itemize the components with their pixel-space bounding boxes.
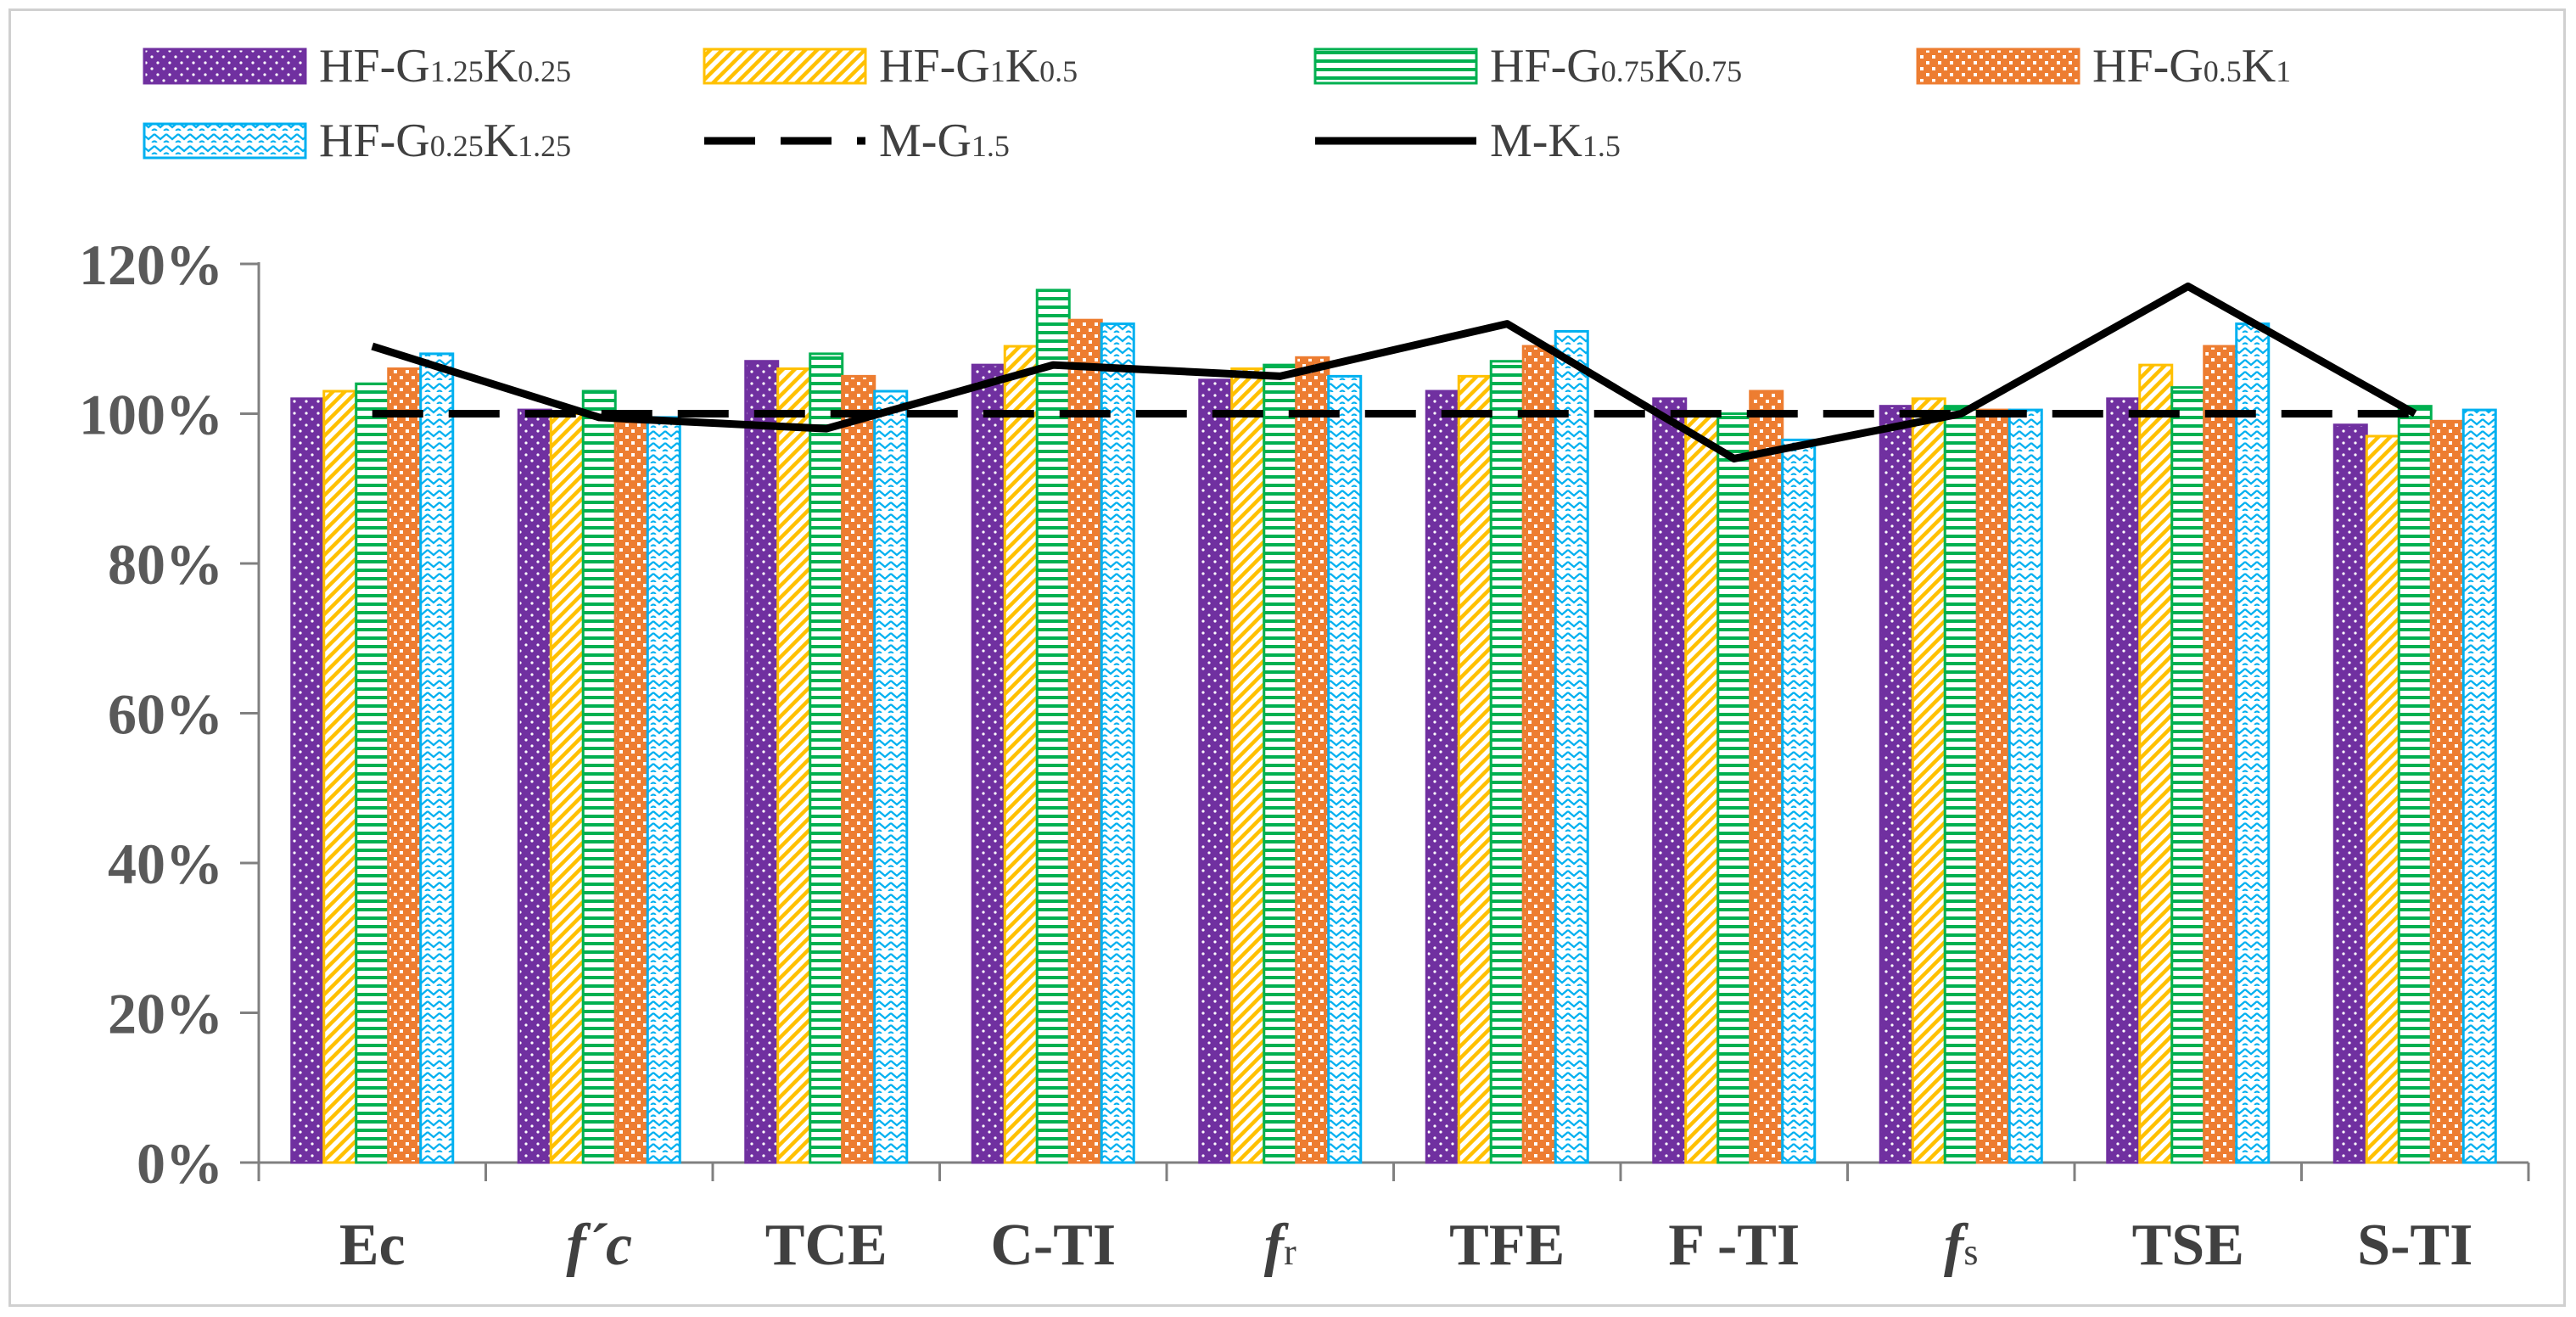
legend-label: HF-G0.75K0.75 <box>1490 40 1742 92</box>
bar-hf-g0-5k1-5 <box>1521 345 1557 1164</box>
bar-hf-g0-25k1-25-3 <box>1100 322 1135 1164</box>
y-tick-label: 0% <box>137 1131 223 1196</box>
bar-hf-g0-25k1-25-5 <box>1554 329 1589 1164</box>
lines <box>371 282 2417 462</box>
legend-label: HF-G1.25K0.25 <box>319 40 571 92</box>
bar-hf-g0-75k0-75-8 <box>2170 386 2206 1164</box>
bar-hf-g0-75k0-75-2 <box>809 352 844 1164</box>
legend-item-hf-g0-75k0-75: HF-G0.75K0.75 <box>1313 40 1742 92</box>
bar-hf-g0-75k0-75-4 <box>1263 363 1298 1164</box>
bar-hf-g0-25k1-25-7 <box>2008 408 2043 1164</box>
bar-hf-g1k0-5-9 <box>2365 434 2400 1164</box>
bar-hf-g1k0-5-4 <box>1230 367 1266 1164</box>
bar-hf-g1k0-5-6 <box>1684 412 1720 1164</box>
legend-label: HF-G0.25K1.25 <box>319 115 571 167</box>
bar-hf-g1-25k0-25-5 <box>1425 389 1460 1164</box>
y-tick-label: 40% <box>108 832 223 896</box>
category-label-tse: TSE <box>2132 1213 2244 1278</box>
legend-item-hf-g1k0-5: HF-G1K0.5 <box>703 40 1078 92</box>
legend-item-m-g1-5: M-G1.5 <box>704 115 1010 167</box>
category-label-tce: TCE <box>765 1213 888 1278</box>
bar-hf-g1k0-5-2 <box>776 367 812 1164</box>
x-axis: Ec f´c TCE C-TI fr TFE F -TI fs TSE S-TI <box>257 1161 2530 1278</box>
legend-swatch <box>1313 48 1478 85</box>
legend-label: HF-G1K0.5 <box>879 40 1078 92</box>
bar-hf-g1-25k0-25-4 <box>1198 378 1234 1164</box>
bar-hf-g1-25k0-25-3 <box>971 363 1006 1164</box>
bar-hf-g0-5k1-7 <box>1975 408 2011 1164</box>
category-label-fr: fr <box>1264 1213 1296 1278</box>
bar-hf-g1k0-5-0 <box>322 389 358 1164</box>
bar-hf-g0-25k1-25-9 <box>2461 408 2497 1164</box>
bar-hf-g0-75k0-75-5 <box>1489 360 1525 1164</box>
category-label-c-ti: C-TI <box>990 1213 1116 1278</box>
bar-hf-g0-5k1-4 <box>1295 356 1330 1164</box>
bar-hf-g1-25k0-25-2 <box>744 360 780 1164</box>
bar-hf-g1-25k0-25-8 <box>2106 397 2142 1164</box>
bar-hf-g0-5k1-0 <box>387 367 423 1164</box>
bar-hf-g0-75k0-75-1 <box>581 389 617 1164</box>
bar-hf-g1k0-5-5 <box>1457 374 1492 1164</box>
legend-label: M-G1.5 <box>879 115 1010 167</box>
bar-hf-g1-25k0-25-6 <box>1652 397 1688 1164</box>
bar-hf-g0-5k1-8 <box>2203 345 2238 1164</box>
y-tick-label: 120% <box>79 233 223 297</box>
bar-hf-g0-5k1-2 <box>841 374 876 1164</box>
bar-hf-g1-25k0-25-1 <box>517 408 552 1164</box>
legend: HF-G1.25K0.25 HF-G1K0.5 HF-G0.75K0.75 HF-G0… <box>143 40 2291 167</box>
category-label-s-ti: S-TI <box>2357 1213 2472 1278</box>
bar-hf-g1k0-5-7 <box>1911 397 1946 1164</box>
bar-hf-g0-5k1-1 <box>613 412 649 1164</box>
bar-hf-g0-25k1-25-2 <box>873 389 909 1164</box>
legend-item-hf-g1-25k0-25: HF-G1.25K0.25 <box>143 40 571 92</box>
bar-hf-g0-25k1-25-8 <box>2235 322 2271 1164</box>
bar-hf-g0-5k1-6 <box>1749 389 1784 1164</box>
legend-label: M-K1.5 <box>1490 115 1621 167</box>
legend-swatch <box>703 48 867 85</box>
bar-hf-g1k0-5-8 <box>2138 363 2174 1164</box>
bar-hf-g0-25k1-25-1 <box>646 416 681 1164</box>
bar-hf-g0-25k1-25-4 <box>1327 374 1363 1164</box>
category-label-ec: Ec <box>339 1213 406 1278</box>
y-tick-label: 80% <box>108 532 223 597</box>
y-tick-label: 100% <box>79 383 223 447</box>
category-label-f-ti: F -TI <box>1668 1213 1800 1278</box>
bar-hf-g0-5k1-3 <box>1067 318 1103 1164</box>
bar-hf-g0-5k1-9 <box>2429 419 2465 1164</box>
bar-hf-g1-25k0-25-9 <box>2332 423 2368 1164</box>
bar-hf-g1k0-5-1 <box>549 412 585 1164</box>
category-label-fs: fs <box>1944 1213 1978 1278</box>
category-label-f-c: f´c <box>566 1213 632 1278</box>
bar-hf-g1k0-5-3 <box>1003 345 1039 1164</box>
bar-hf-g0-75k0-75-9 <box>2397 405 2433 1164</box>
bar-hf-g0-75k0-75-3 <box>1035 289 1071 1164</box>
y-tick-label: 60% <box>108 682 223 747</box>
bar-hf-g0-75k0-75-0 <box>355 382 390 1164</box>
bar-hf-g1-25k0-25-0 <box>290 397 326 1164</box>
bar-hf-g0-75k0-75-6 <box>1716 412 1752 1164</box>
legend-swatch <box>143 48 307 85</box>
y-axis: 0% 20% 40% 60% 80% 100% 120% <box>79 233 260 1196</box>
legend-item-hf-g0-5k1: HF-G0.5K1 <box>1916 40 2291 92</box>
category-label-tfe: TFE <box>1449 1213 1565 1278</box>
legend-swatch <box>143 122 307 160</box>
bar-hf-g0-25k1-25-0 <box>419 352 455 1164</box>
legend-swatch <box>1916 48 2080 85</box>
bars <box>290 289 2497 1164</box>
bar-hf-g0-75k0-75-7 <box>1943 405 1979 1164</box>
legend-item-m-k1-5: M-K1.5 <box>1315 115 1621 167</box>
legend-label: HF-G0.5K1 <box>2092 40 2291 92</box>
bar-hf-g0-25k1-25-6 <box>1781 438 1817 1164</box>
y-tick-label: 20% <box>108 982 223 1046</box>
bar-hf-g1-25k0-25-7 <box>1879 405 1914 1164</box>
line-m-k1-5 <box>371 282 2417 462</box>
legend-item-hf-g0-25k1-25: HF-G0.25K1.25 <box>143 115 571 167</box>
